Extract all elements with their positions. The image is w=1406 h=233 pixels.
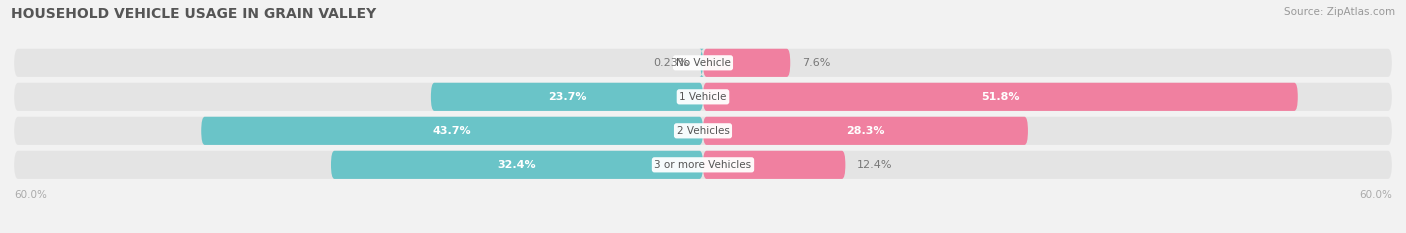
Text: 60.0%: 60.0% bbox=[1360, 190, 1392, 200]
Text: 32.4%: 32.4% bbox=[498, 160, 536, 170]
FancyBboxPatch shape bbox=[14, 83, 1392, 111]
Text: 0.23%: 0.23% bbox=[654, 58, 689, 68]
Text: HOUSEHOLD VEHICLE USAGE IN GRAIN VALLEY: HOUSEHOLD VEHICLE USAGE IN GRAIN VALLEY bbox=[11, 7, 377, 21]
FancyBboxPatch shape bbox=[201, 117, 703, 145]
Text: 23.7%: 23.7% bbox=[548, 92, 586, 102]
FancyBboxPatch shape bbox=[330, 151, 703, 179]
Text: 1 Vehicle: 1 Vehicle bbox=[679, 92, 727, 102]
Text: 3 or more Vehicles: 3 or more Vehicles bbox=[654, 160, 752, 170]
FancyBboxPatch shape bbox=[703, 151, 845, 179]
FancyBboxPatch shape bbox=[14, 117, 1392, 145]
Text: 7.6%: 7.6% bbox=[801, 58, 830, 68]
FancyBboxPatch shape bbox=[703, 49, 790, 77]
FancyBboxPatch shape bbox=[14, 49, 1392, 77]
FancyBboxPatch shape bbox=[430, 83, 703, 111]
FancyBboxPatch shape bbox=[14, 151, 1392, 179]
Text: 43.7%: 43.7% bbox=[433, 126, 471, 136]
Text: 60.0%: 60.0% bbox=[14, 190, 46, 200]
Text: 51.8%: 51.8% bbox=[981, 92, 1019, 102]
Text: 28.3%: 28.3% bbox=[846, 126, 884, 136]
FancyBboxPatch shape bbox=[703, 83, 1298, 111]
FancyBboxPatch shape bbox=[700, 49, 704, 77]
Text: Source: ZipAtlas.com: Source: ZipAtlas.com bbox=[1284, 7, 1395, 17]
Text: No Vehicle: No Vehicle bbox=[675, 58, 731, 68]
FancyBboxPatch shape bbox=[703, 117, 1028, 145]
Text: 12.4%: 12.4% bbox=[856, 160, 893, 170]
Text: 2 Vehicles: 2 Vehicles bbox=[676, 126, 730, 136]
